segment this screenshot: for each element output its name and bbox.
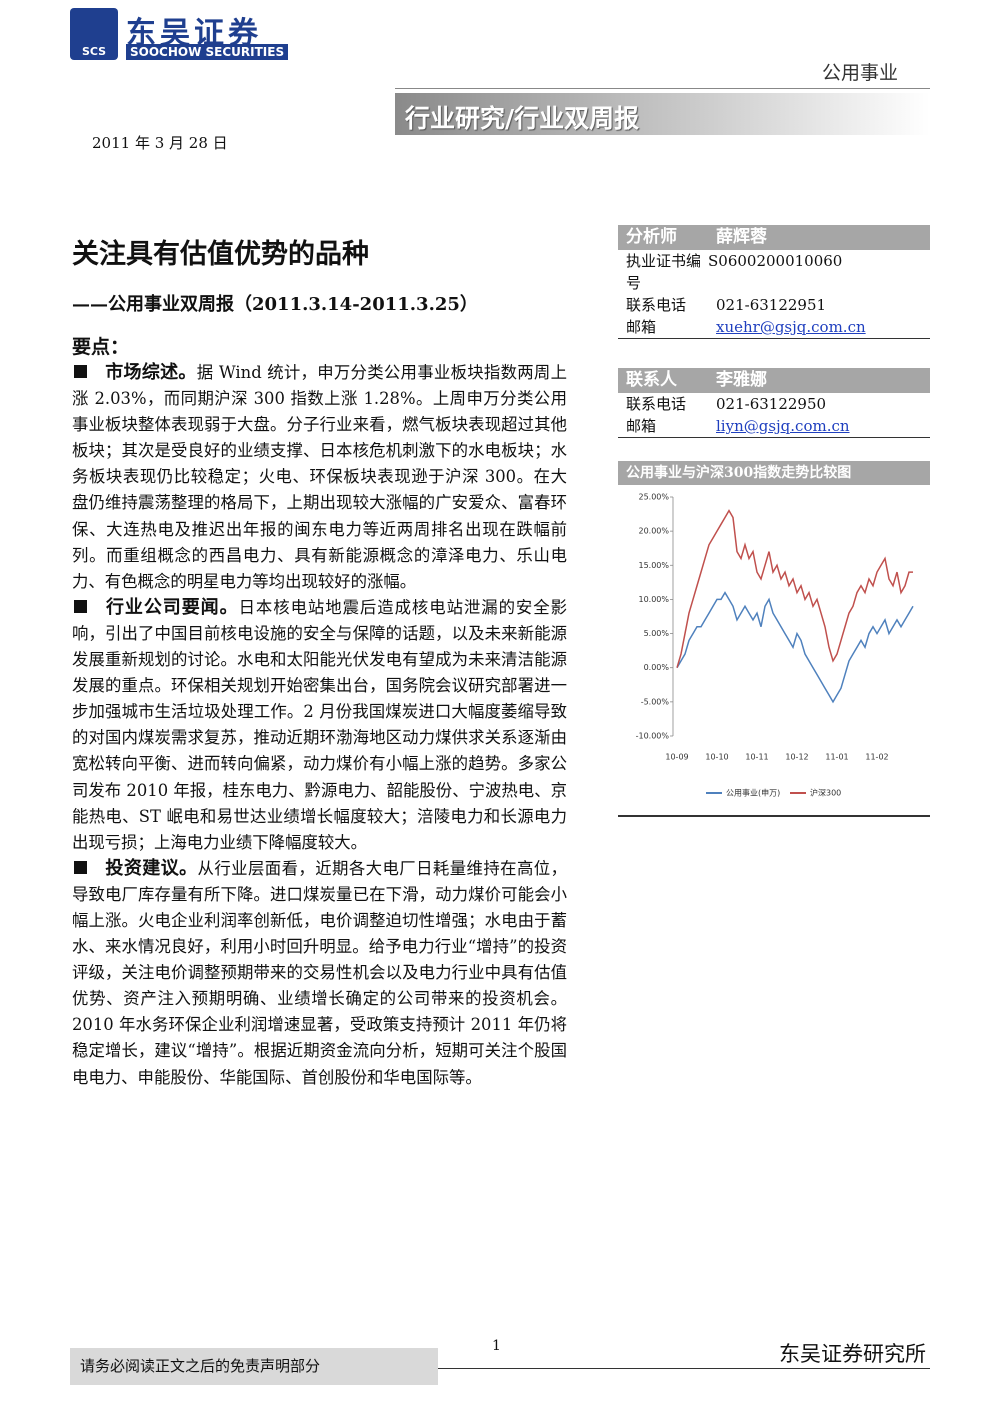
table-row: 联系电话 021-63122951 — [618, 294, 930, 316]
x-tick-label: 10-09 — [665, 753, 688, 762]
y-tick-label: 25.00% — [638, 493, 669, 502]
y-tick-label: 15.00% — [638, 561, 669, 570]
key-points-heading: 要点： — [72, 336, 130, 358]
table-row: 联系电话 021-63122950 — [618, 393, 930, 415]
section: 投资建议。从行业层面看，近期各大电厂日耗量维持在高位，导致电厂库存量有所下降。进… — [72, 856, 567, 1091]
header-value: 李雅娜 — [716, 370, 767, 390]
header-label: 联系人 — [626, 370, 677, 390]
row-value: 021-63122950 — [716, 395, 827, 413]
section: 行业公司要闻。日本核电站地震后造成核电站泄漏的安全影响，引出了中国目前核电设施的… — [72, 595, 567, 856]
section-heading: 投资建议。 — [105, 857, 198, 879]
date: 2011 年 3 月 28 日 — [92, 134, 228, 152]
body: 市场综述。据 Wind 统计，申万分类公用事业板块指数两周上涨 2.03%，而同… — [72, 360, 567, 1091]
chart: 25.00% 20.00% 15.00% 10.00% 5.00% 0.00% -5.00%… — [636, 493, 914, 798]
section-body: 从行业层面看，近期各大电厂日耗量维持在高位，导致电厂库存量有所下降。进口煤炭量已… — [72, 858, 568, 1087]
y-tick-label: 10.00% — [638, 595, 669, 604]
y-tick-label: 5.00% — [644, 629, 670, 638]
row-label: 邮箱 — [626, 417, 657, 435]
x-tick-label: 11-02 — [865, 753, 888, 762]
legend-label: 沪深300 — [810, 788, 841, 798]
y-tick-label: 0.00% — [644, 663, 670, 672]
header-value: 薛辉蓉 — [716, 227, 767, 247]
row-value: 021-63122951 — [716, 296, 827, 314]
section-body: 日本核电站地震后造成核电站泄漏的安全影响，引出了中国目前核电设施的安全与保障的话… — [72, 597, 567, 852]
y-tick-label: -5.00% — [641, 697, 670, 706]
banner: 行业研究/行业双周报 — [395, 93, 930, 135]
sector: 公用事业 — [821, 62, 898, 84]
table-row: 邮箱 xuehr@gsjq.com.cn — [618, 316, 930, 338]
row-value: liyn@gsjq.com.cn — [716, 417, 850, 435]
table-row: 执业证书编号 S0600200010060 — [618, 250, 930, 294]
analyst-table: 分析师 薛辉蓉 执业证书编号 S0600200010060 联系电话 021-631229… — [618, 225, 930, 339]
row-value: S0600200010060 — [708, 252, 843, 270]
section-heading: 市场综述。 — [105, 362, 197, 383]
series-line — [676, 509, 913, 668]
section: 市场综述。据 Wind 统计，申万分类公用事业板块指数两周上涨 2.03%，而同… — [72, 360, 567, 595]
row-label: 联系电话 — [626, 296, 687, 314]
table-header: 联系人 李雅娜 — [618, 368, 930, 393]
y-tick-label: -10.00% — [636, 732, 670, 741]
bullet — [74, 365, 87, 378]
x-tick-label: 10-12 — [785, 753, 808, 762]
x-tick-label: 11-01 — [825, 753, 848, 762]
header-label: 分析师 — [626, 227, 677, 247]
x-tick-label: 10-11 — [745, 753, 768, 762]
disclaimer: 请务必阅读正文之后的免责声明部分 — [70, 1348, 438, 1385]
table-row: 邮箱 liyn@gsjq.com.cn — [618, 415, 930, 437]
x-tick-label: 10-10 — [705, 753, 728, 762]
series-line — [676, 591, 914, 704]
logo-abbr: SCS — [70, 8, 118, 60]
bullet — [74, 599, 87, 613]
contact-table: 联系人 李雅娜联系电话 021-63122950 邮箱 liyn@gsjq.com.cn — [618, 368, 930, 438]
logo-en: SOOCHOW SECURITIES — [126, 44, 289, 60]
table-header: 分析师 薛辉蓉 — [618, 225, 930, 250]
row-label: 邮箱 — [626, 318, 657, 336]
chart-title: 公用事业与沪深300指数走势比较图 — [618, 461, 930, 485]
section-heading: 行业公司要闻。 — [105, 596, 239, 618]
row-label: 联系电话 — [626, 395, 687, 413]
rule — [438, 1368, 930, 1369]
row-value: xuehr@gsjq.com.cn — [716, 318, 866, 336]
category: 行业研究/行业双周报 — [405, 104, 640, 133]
section-body: 据 Wind 统计，申万分类公用事业板块指数两周上涨 2.03%，而同期沪深 3… — [72, 363, 567, 591]
y-tick-label: 20.00% — [638, 527, 669, 536]
logo: SCS 东吴证券 SOOCHOW SECURITIES — [70, 8, 298, 60]
row-label: 执业证书编号 — [626, 252, 702, 292]
title: 关注具有估值优势的品种 — [72, 239, 369, 270]
institute: 东吴证券研究所 — [779, 1342, 926, 1366]
rule — [395, 88, 930, 89]
bullet — [74, 860, 87, 874]
subtitle: ——公用事业双周报（2011.3.14-2011.3.25） — [72, 294, 478, 315]
legend-label: 公用事业(申万) — [726, 788, 780, 798]
chart-panel: 公用事业与沪深300指数走势比较图 25.00% 20.00% 15.00% 10.0… — [618, 461, 930, 817]
page-number: 1 — [492, 1338, 501, 1354]
